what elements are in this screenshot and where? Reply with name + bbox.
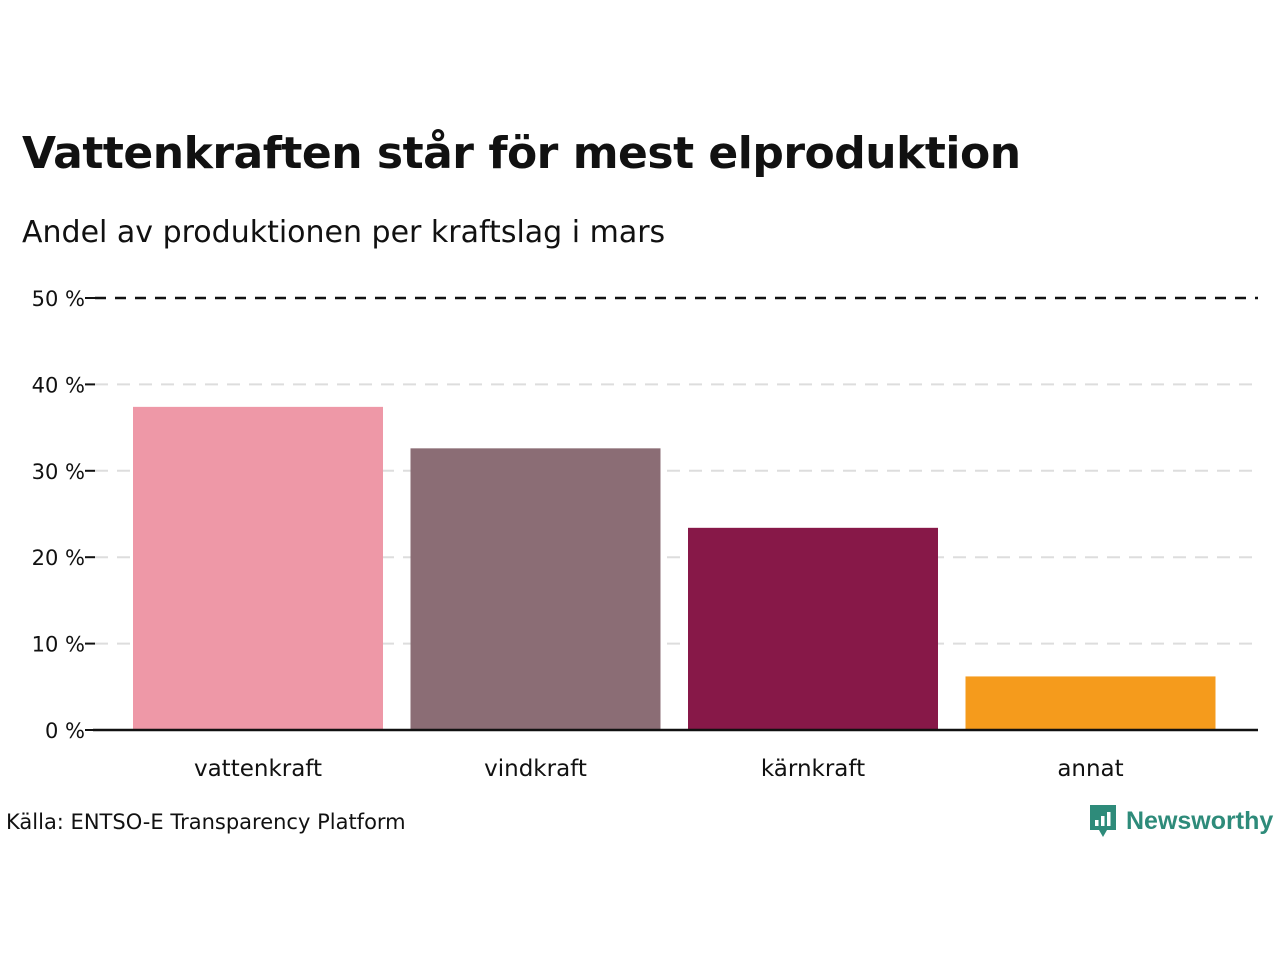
chart-subtitle: Andel av produktionen per kraftslag i ma… (22, 215, 666, 250)
x-tick-label: vindkraft (484, 756, 587, 782)
axes: 0 % 10 % 20 % 30 % 40 % 50 % vattenkraft vindkr… (32, 287, 1258, 782)
y-tick-label: 10 % (32, 633, 85, 657)
x-tick-label: kärnkraft (761, 756, 865, 782)
y-tick-label: 20 % (32, 546, 85, 570)
bar-vindkraft (410, 448, 661, 730)
brand-name: Newsworthy (1126, 806, 1274, 835)
y-tick-label: 40 % (32, 373, 85, 397)
gridlines (95, 296, 1258, 645)
bars (133, 406, 1216, 730)
y-tick-label: 50 % (32, 287, 85, 311)
x-tick-label: annat (1057, 756, 1123, 782)
x-tick-label: vattenkraft (194, 756, 322, 782)
source-note: Källa: ENTSO-E Transparency Platform (6, 810, 406, 834)
brand-logo: Newsworthy (1088, 803, 1273, 839)
bar-vattenkraft (133, 406, 383, 730)
newsworthy-logo-icon (1090, 805, 1116, 837)
bar-annat (965, 676, 1216, 730)
bar-kärnkraft (688, 527, 938, 730)
y-tick-label: 30 % (32, 460, 85, 484)
chart-title: Vattenkraften står för mest elproduktion (22, 128, 1021, 179)
y-tick-label: 0 % (45, 719, 85, 743)
